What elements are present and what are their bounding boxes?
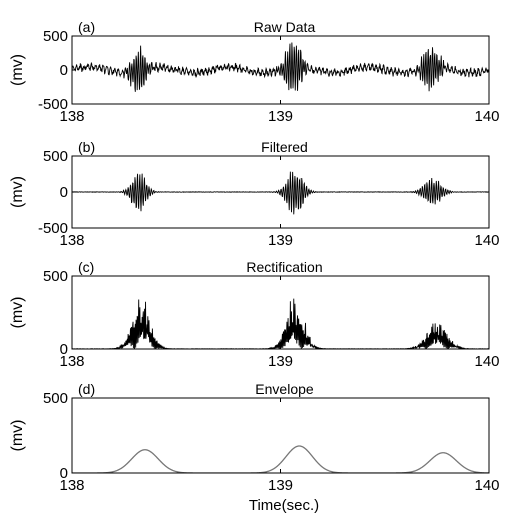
panel-title: Raw Data [254, 19, 316, 35]
y-tick-label: 0 [60, 341, 68, 358]
x-tick-label: 140 [474, 108, 499, 125]
x-axis-label: Time(sec.) [249, 497, 319, 514]
axes-frame [71, 397, 490, 474]
x-tick-label: 139 [268, 477, 293, 494]
y-axis-label: (mv) [9, 176, 26, 208]
y-tick-label: -500 [38, 96, 68, 113]
y-tick-label: 0 [60, 465, 68, 482]
x-tick-label: 138 [59, 477, 84, 494]
panel-label: (d) [78, 381, 95, 397]
y-tick-label: 500 [43, 28, 68, 45]
y-tick-label: 0 [60, 62, 68, 79]
y-tick-label: -500 [38, 220, 68, 237]
panel-b: 138 139 140 500 0 -500 (b) Filtered (mv) [9, 139, 500, 249]
panel-label: (a) [78, 19, 95, 35]
x-tick-label: 138 [59, 353, 84, 370]
panel-d: 138 139 140 500 0 (d) Envelope (mv) [9, 381, 500, 494]
x-tick-label: 140 [474, 232, 499, 249]
y-tick-label: 0 [60, 184, 68, 201]
x-tick-label: 140 [474, 353, 499, 370]
x-tick-label: 139 [268, 353, 293, 370]
y-tick-label: 500 [43, 390, 68, 407]
y-tick-label: 500 [43, 148, 68, 165]
panel-c: 138 139 140 500 0 (c) Rectification (mv) [9, 259, 500, 370]
panel-title: Filtered [261, 139, 308, 155]
x-tick-label: 139 [268, 108, 293, 125]
y-tick-label: 500 [43, 268, 68, 285]
x-tick-label: 138 [59, 232, 84, 249]
panel-title: Rectification [246, 259, 322, 275]
series-line [72, 298, 489, 349]
panel-a: 138 139 140 500 0 -500 (a) Raw Data (mv) [9, 19, 500, 125]
series-line [72, 42, 489, 92]
series-line [72, 171, 489, 215]
panel-label: (c) [78, 259, 94, 275]
y-axis-label: (mv) [9, 54, 26, 86]
y-axis-label: (mv) [9, 420, 26, 452]
x-tick-label: 139 [268, 232, 293, 249]
y-axis-label: (mv) [9, 297, 26, 329]
series-line [72, 445, 489, 473]
panel-title: Envelope [255, 381, 314, 397]
x-tick-label: 138 [59, 108, 84, 125]
x-tick-label: 140 [474, 477, 499, 494]
panel-label: (b) [78, 139, 95, 155]
